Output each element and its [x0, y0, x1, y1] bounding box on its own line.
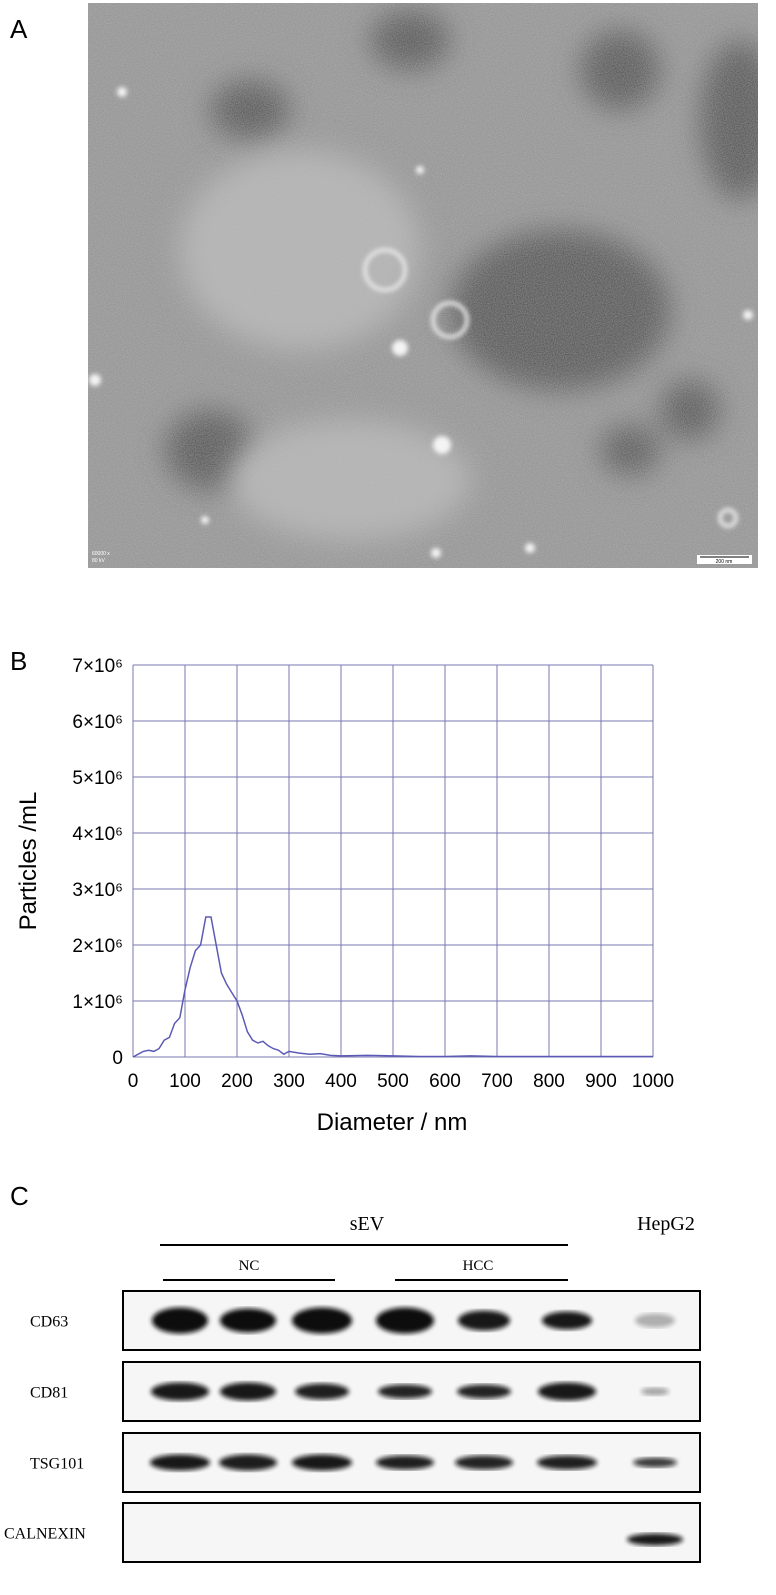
blot-band: [641, 1387, 669, 1396]
y-tick-label: 0: [112, 1048, 123, 1069]
subgroup-label: NC: [239, 1258, 260, 1274]
data-line: [132, 916, 653, 1058]
x-tick-label: 200: [221, 1071, 253, 1092]
y-tick-label: 4×10⁶: [72, 824, 123, 845]
row-label: CALNEXIN: [4, 1526, 86, 1543]
blot-band: [292, 1454, 352, 1471]
y-tick-label: 6×10⁶: [72, 712, 123, 733]
blot-band: [542, 1311, 592, 1330]
y-axis-label: Particles /mL: [15, 792, 42, 931]
y-tick-label: 5×10⁶: [72, 768, 123, 789]
western-blot: C sEV HepG2 NC HCC CD63 CD81 TSG101 CALNEXI…: [4, 1181, 701, 1563]
blot-band: [627, 1533, 683, 1546]
row-label: CD63: [30, 1314, 68, 1331]
panel-label: C: [10, 1181, 29, 1211]
blot-frame: [122, 1502, 701, 1563]
blot-band: [152, 1307, 208, 1334]
x-tick-label: 800: [533, 1071, 565, 1092]
blot-band: [150, 1454, 210, 1471]
blot-band: [219, 1454, 277, 1471]
x-tick-label: 1000: [632, 1071, 674, 1092]
blot-band: [295, 1383, 349, 1400]
x-tick-label: 100: [169, 1071, 201, 1092]
em-image: [88, 3, 758, 568]
blot-band: [292, 1307, 352, 1334]
x-tick-label: 0: [128, 1071, 139, 1092]
scale-bar-label: 200 nm: [716, 559, 733, 565]
blot-band: [635, 1313, 675, 1328]
chart: B Diameter / nm Particles /mL 0 1×10⁶ 2×10…: [10, 646, 674, 1136]
blot-band: [537, 1455, 597, 1470]
x-axis-label: Diameter / nm: [317, 1109, 468, 1136]
blot-band: [455, 1455, 513, 1470]
x-tick-label: 400: [325, 1071, 357, 1092]
blot-band: [458, 1310, 510, 1331]
control-label: HepG2: [637, 1213, 695, 1235]
blot-band: [633, 1457, 677, 1468]
em-magnification: 60000 x: [92, 551, 110, 557]
x-tick-label: 500: [377, 1071, 409, 1092]
x-tick-label: 700: [481, 1071, 513, 1092]
row-label: CD81: [30, 1385, 68, 1402]
y-tick-label: 3×10⁶: [72, 880, 123, 901]
x-tick-label: 600: [429, 1071, 461, 1092]
y-tick-label: 2×10⁶: [72, 936, 123, 957]
blot-band: [538, 1382, 596, 1401]
blot-band: [151, 1382, 209, 1401]
x-tick-label: 900: [585, 1071, 617, 1092]
scale-bar-box: [697, 555, 752, 564]
row-label: TSG101: [30, 1456, 84, 1473]
blot-band: [220, 1382, 276, 1401]
group-label: sEV: [350, 1213, 385, 1235]
y-tick-label: 7×10⁶: [72, 656, 123, 677]
blot-band: [457, 1384, 511, 1399]
x-tick-label: 300: [273, 1071, 305, 1092]
panel-label: B: [10, 646, 27, 676]
em-voltage: 80 kV: [92, 558, 105, 564]
blot-band: [220, 1308, 276, 1333]
panel-label: A: [10, 14, 28, 44]
blot-band: [378, 1384, 432, 1399]
y-tick-label: 1×10⁶: [72, 992, 123, 1013]
subgroup-label: HCC: [463, 1258, 494, 1274]
blot-band: [376, 1307, 434, 1334]
blot-band: [376, 1455, 434, 1470]
